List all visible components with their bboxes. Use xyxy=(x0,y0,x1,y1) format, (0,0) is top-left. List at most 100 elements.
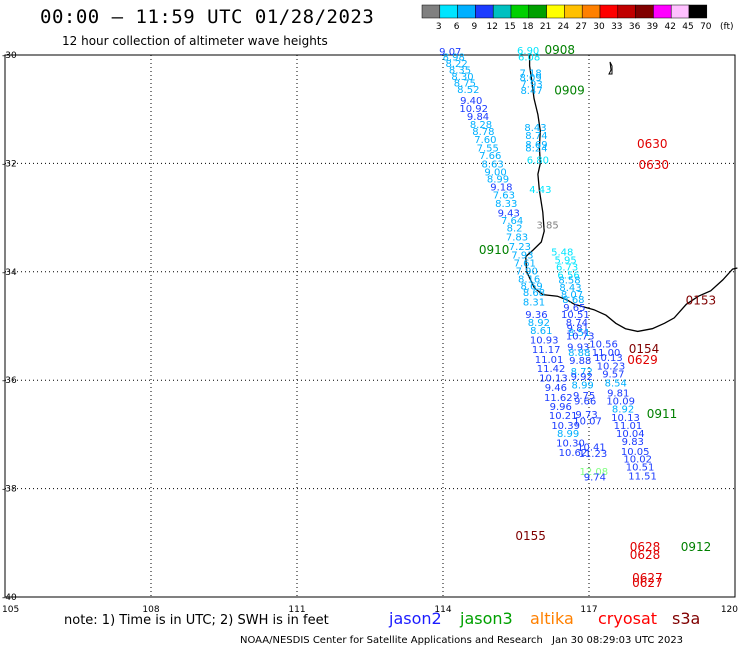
legend-tick: 24 xyxy=(558,22,570,32)
pass-time-label: 0628 xyxy=(630,540,661,554)
wave-height-value: 7.18 xyxy=(519,69,541,80)
legend-swatch xyxy=(635,4,654,19)
legend-tick: 30 xyxy=(593,22,605,32)
wave-height-value: 8.92 xyxy=(612,405,634,416)
x-tick-label: 120 xyxy=(721,605,738,615)
legend-swatch xyxy=(670,4,690,19)
wave-height-value: 9.84 xyxy=(467,112,489,123)
legend-swatch xyxy=(599,4,619,19)
y-tick-label: -38 xyxy=(2,485,17,495)
wave-height-value: 8.88 xyxy=(568,348,590,359)
wave-height-value: 7.93 xyxy=(520,80,542,91)
legend-tick: 45 xyxy=(682,22,693,32)
legend-swatch xyxy=(475,4,494,19)
legend-tick: 21 xyxy=(540,22,551,32)
wave-height-value: 9.18 xyxy=(490,183,512,194)
legend-swatch xyxy=(492,4,512,19)
legend-tick: 42 xyxy=(664,22,675,32)
wave-height-value: 10.13 xyxy=(594,353,623,364)
wave-height-value: 10.39 xyxy=(551,421,580,432)
pass-time-label: 0910 xyxy=(479,243,510,257)
wave-height-value: 7.61 xyxy=(514,258,536,269)
wave-height-value: 10.05 xyxy=(621,447,650,458)
wave-height-value: 7.66 xyxy=(479,151,501,162)
wave-height-value: 9.00 xyxy=(484,167,506,178)
y-tick-label: -34 xyxy=(2,268,17,278)
wave-height-value: 9.65 xyxy=(563,303,585,314)
wave-height-value: 11.42 xyxy=(537,364,566,375)
wave-height-value: 8.99 xyxy=(572,380,594,391)
wave-height-value: 9.81 xyxy=(567,323,589,334)
wave-height-value: 8.68 xyxy=(523,288,545,299)
wave-height-value: 10.41 xyxy=(577,443,606,454)
wave-height-value: 10.09 xyxy=(606,397,635,408)
legend-swatch xyxy=(617,4,636,19)
wave-height-value: 8.09 xyxy=(519,73,541,84)
wave-height-value: 8.51 xyxy=(568,328,590,339)
wave-height-value: 11.62 xyxy=(544,393,573,404)
wave-height-value: 9.92 xyxy=(571,372,593,383)
wave-height-value: 6.80 xyxy=(527,155,549,166)
wave-height-value: 7.90 xyxy=(516,267,538,278)
wave-height-value: 11.23 xyxy=(579,449,608,460)
y-tick-label: -36 xyxy=(2,376,17,386)
wave-height-value: 11.00 xyxy=(592,348,621,359)
satellite-s3a: s3a xyxy=(672,609,701,628)
wave-height-value: 10.62 xyxy=(559,448,588,459)
wave-height-value: 3.85 xyxy=(537,220,559,231)
y-tick-label: -40 xyxy=(2,593,17,603)
wave-height-value: 10.30 xyxy=(556,438,585,449)
wave-height-value: 6.56 xyxy=(557,270,579,281)
wave-height-value: 8.31 xyxy=(523,297,545,308)
satellite-altika: altika xyxy=(530,609,574,628)
island-outline xyxy=(608,61,613,75)
wave-height-value: 8.99 xyxy=(557,429,579,440)
wave-height-value: 9.40 xyxy=(460,96,482,107)
wave-height-value: 9.73 xyxy=(575,410,597,421)
wave-height-value: 8.98 xyxy=(443,52,465,63)
footnote: note: 1) Time is in UTC; 2) SWH is in fe… xyxy=(64,613,329,628)
pass-time-label: 0153 xyxy=(686,293,717,307)
wave-height-value: 8.68 xyxy=(562,295,584,306)
wave-height-value: 10.21 xyxy=(549,411,578,422)
wave-height-value: 8.07 xyxy=(561,290,583,301)
satellite-jason2: jason2 xyxy=(389,609,442,628)
legend-tick: 36 xyxy=(629,22,641,32)
wave-height-value: 7.55 xyxy=(477,143,499,154)
wave-height-value: 8.69 xyxy=(525,140,547,151)
wave-height-value: 9.43 xyxy=(498,209,520,220)
legend-tick: 12 xyxy=(486,22,497,32)
wave-height-value: 10.73 xyxy=(566,332,595,343)
satellite-jason3: jason3 xyxy=(460,609,513,628)
wave-height-value: 8.30 xyxy=(451,72,473,83)
wave-height-value: 10.51 xyxy=(561,310,590,321)
wave-height-value: 11.01 xyxy=(614,421,643,432)
wave-height-value: 8.43 xyxy=(524,123,546,134)
pass-time-label: 0908 xyxy=(545,43,576,57)
x-tick-label: 114 xyxy=(434,605,451,615)
wave-height-value: 10.23 xyxy=(597,361,626,372)
legend-swatch xyxy=(439,4,458,19)
wave-height-value: 8.43 xyxy=(559,283,581,294)
x-tick-label: 117 xyxy=(580,605,597,615)
wave-height-value: 10.93 xyxy=(530,335,559,346)
legend-tick: 6 xyxy=(454,22,460,32)
wave-height-value: 9.07 xyxy=(439,47,461,58)
legend-unit: (ft) xyxy=(720,22,734,32)
wave-height-value: 8.69 xyxy=(520,282,542,293)
wave-height-value: 8.52 xyxy=(457,85,479,96)
wave-height-value: 8.74 xyxy=(566,318,588,329)
y-tick-label: -32 xyxy=(2,159,17,169)
legend-swatch xyxy=(688,4,708,19)
legend-tick: 27 xyxy=(575,22,586,32)
coastline xyxy=(525,53,738,333)
wave-height-value: 9.66 xyxy=(574,397,596,408)
pass-time-label: 0630 xyxy=(637,137,668,151)
wave-height-value: 8.33 xyxy=(495,199,517,210)
x-tick-label: 111 xyxy=(288,605,305,615)
legend-swatch xyxy=(510,4,530,19)
wave-height-value: 11.51 xyxy=(628,471,657,482)
pass-time-label: 0154 xyxy=(629,342,660,356)
wave-height-value: 6.73 xyxy=(556,263,578,274)
